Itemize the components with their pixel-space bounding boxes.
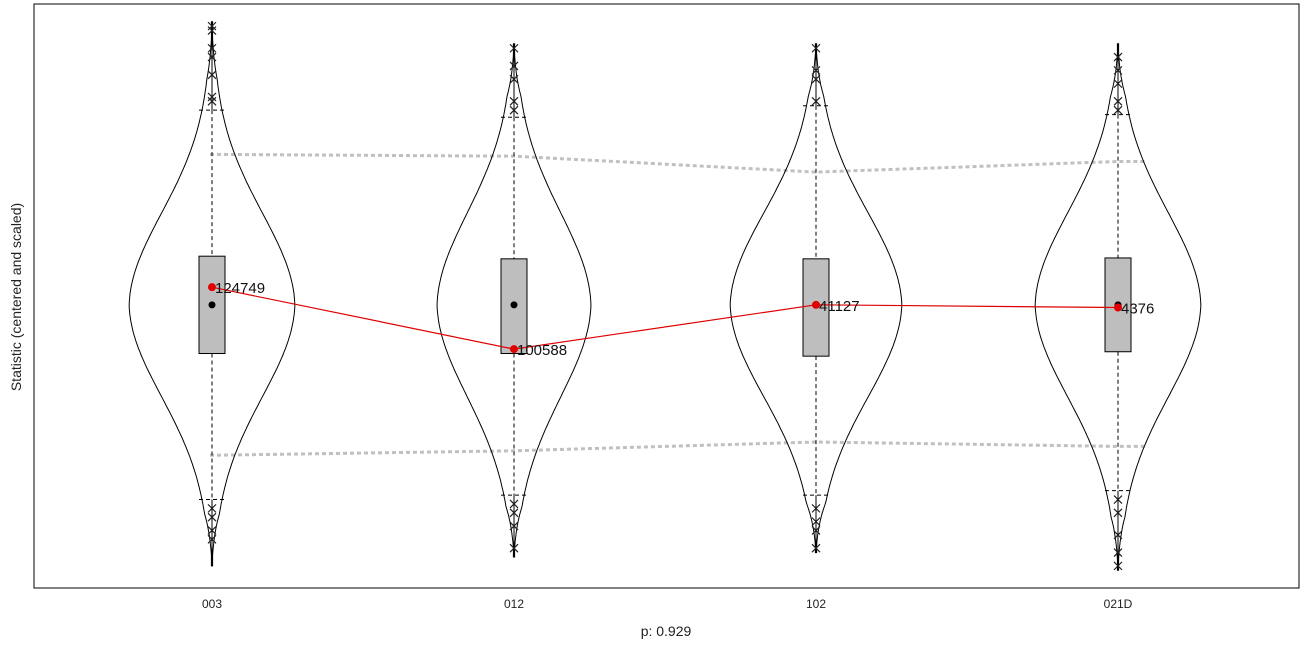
outlier-marker (509, 74, 519, 84)
outlier-marker (811, 543, 821, 553)
outlier-marker (207, 52, 217, 62)
observed-label-003: 124749 (215, 280, 265, 297)
outlier-marker (509, 521, 519, 531)
x-axis-label: p: 0.929 (641, 623, 692, 639)
outlier-marker (509, 61, 519, 71)
outlier-marker (207, 503, 217, 513)
observed-point-003 (208, 283, 216, 292)
upper-band-line (210, 152, 1146, 174)
outlier-marker (509, 105, 519, 115)
outlier-marker (207, 96, 217, 106)
observed-label-102: 41127 (819, 298, 860, 315)
lower-band-line (210, 440, 1146, 457)
outlier-marker (207, 526, 217, 535)
outlier-marker (1113, 79, 1123, 89)
outlier-marker (811, 96, 821, 106)
outlier-marker (1113, 495, 1123, 504)
outlier-marker (811, 526, 821, 535)
x-tick-labels: 003 012 102 021D (202, 597, 1133, 611)
violin-group-021D (1034, 43, 1202, 571)
outlier-marker (207, 26, 217, 35)
outlier-marker (207, 21, 217, 31)
outlier-marker (1113, 96, 1123, 106)
outlier-marker (1113, 508, 1123, 518)
outlier-marker (1113, 530, 1123, 540)
outlier-marker (1113, 52, 1123, 62)
outlier-marker (207, 92, 217, 102)
plot-frame (33, 3, 1300, 589)
outlier-marker (207, 534, 217, 544)
outlier-marker (509, 508, 519, 518)
observed-point-021D (1114, 303, 1122, 312)
observed-line-group: 124749 100588 41127 4376 (208, 280, 1154, 359)
violin-outline (128, 21, 296, 567)
outlier-marker (811, 517, 821, 527)
observed-point-102 (812, 300, 820, 309)
outlier-marker (811, 74, 821, 84)
outlier-marker (509, 96, 519, 106)
y-axis-label: Statistic (centered and scaled) (8, 203, 24, 391)
violin-group-012 (436, 43, 592, 558)
outlier-marker (207, 512, 217, 522)
outlier-marker (1113, 65, 1123, 75)
outlier-marker (509, 543, 519, 553)
observed-label-021D: 4376 (1121, 301, 1154, 318)
violin-group-003 (128, 21, 296, 567)
observed-point-012 (510, 345, 518, 354)
violin-groups (128, 21, 1202, 571)
x-tick-label-102: 102 (806, 597, 826, 611)
outlier-marker (1113, 548, 1123, 558)
outlier-marker (207, 43, 217, 53)
outlier-marker (1113, 105, 1123, 115)
x-tick-label-021D: 021D (1104, 597, 1133, 611)
outlier-marker (509, 499, 519, 509)
outlier-marker (811, 65, 821, 75)
outlier-marker (811, 503, 821, 513)
quantile-bands (210, 152, 1146, 457)
x-tick-label-012: 012 (504, 597, 524, 611)
violin-group-102 (729, 43, 903, 554)
observed-label-012: 100588 (517, 342, 567, 359)
median-dot (208, 301, 216, 309)
outlier-marker (509, 43, 519, 53)
median-dot (510, 301, 518, 309)
outlier-marker (207, 70, 217, 80)
observed-line (211, 286, 1119, 350)
x-tick-label-003: 003 (202, 597, 222, 611)
outlier-marker (1113, 561, 1123, 571)
outlier-marker (811, 43, 821, 53)
